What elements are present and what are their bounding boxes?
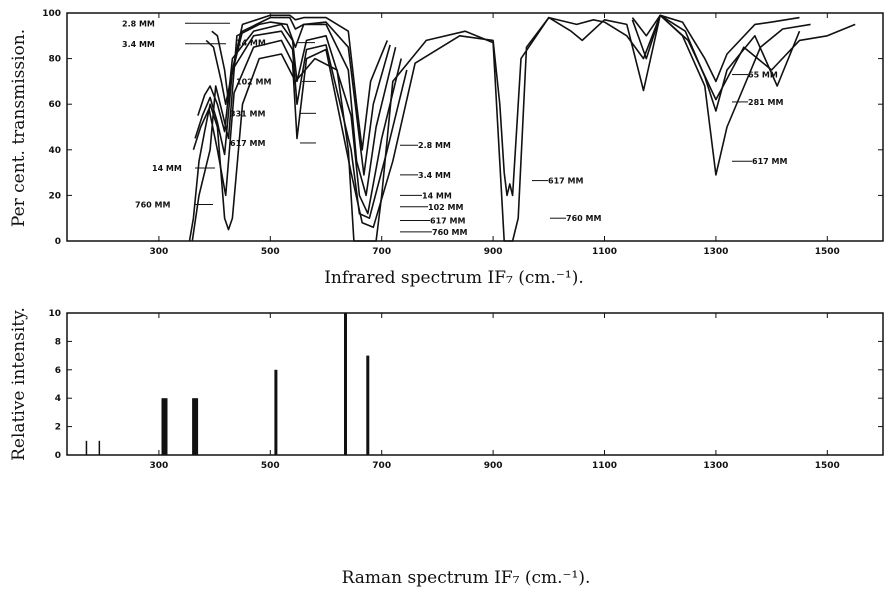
raman-x-tick-label: 900 (484, 461, 503, 471)
infrared-y-tick-label: 40 (48, 146, 61, 156)
infrared-annotation-label: 102 MM (428, 203, 463, 212)
infrared-y-tick-label: 60 (48, 100, 61, 110)
infrared-annotations: 2.8 MM 3.4 MM 14 MM 760 MM 14 MM 102 MM 331 MM… (122, 19, 787, 237)
infrared-curves (188, 14, 856, 242)
raman-bar (366, 355, 370, 455)
raman-x-tick-label: 300 (150, 461, 169, 471)
infrared-x-tick-label: 1100 (592, 247, 617, 257)
infrared-x-tick-label: 900 (484, 247, 503, 257)
infrared-annotation-label: 2.8 MM (418, 141, 451, 150)
infrared-annotation-label: 102 MM (236, 77, 271, 86)
infrared-annotation-label: 760 MM (432, 228, 467, 237)
raman-x-tick-label: 1500 (815, 461, 840, 471)
raman-bar (98, 440, 101, 455)
raman-plot-frame (66, 312, 884, 456)
infrared-x-axis-label: Infrared spectrum IF₇ (cm.⁻¹). (324, 268, 584, 288)
raman-bar (161, 398, 168, 455)
infrared-annotation-label: 2.8 MM (122, 19, 155, 28)
infrared-x-tick-label: 1300 (703, 247, 728, 257)
raman-y-tick-label: 2 (55, 423, 61, 433)
infrared-x-tick-label: 700 (372, 247, 391, 257)
raman-y-tick-label: 10 (48, 309, 61, 319)
infrared-plot-frame (66, 12, 884, 242)
infrared-curve-2-8-mm (211, 14, 389, 151)
infrared-curve-102-mm (197, 23, 402, 215)
raman-x-tick-label: 1100 (592, 461, 617, 471)
raman-x-tick-label: 1300 (703, 461, 728, 471)
raman-ticks: 300 500 700 900 1100 1300 1500 0 2 4 6 8 10 (48, 309, 883, 471)
infrared-y-tick-label: 20 (48, 191, 61, 201)
infrared-annotation-label: 760 MM (135, 201, 170, 210)
infrared-annotation-label: 281 MM (748, 98, 783, 107)
infrared-annotation-label: 14 MM (152, 164, 182, 173)
raman-x-tick-label: 700 (372, 461, 391, 471)
raman-y-tick-label: 0 (55, 451, 61, 461)
infrared-ticks: 300 500 700 900 1100 1300 1500 0 20 40 60 80 100 (42, 9, 883, 257)
infrared-curve-65-mm (631, 14, 800, 83)
raman-y-tick-label: 4 (55, 394, 61, 404)
infrared-annotation-label: 3.4 MM (418, 171, 451, 180)
raman-y-axis-label: Relative intensity. (9, 307, 29, 461)
infrared-curve-281-mm (631, 14, 801, 112)
infrared-x-tick-label: 500 (261, 247, 280, 257)
infrared-chart: 300 500 700 900 1100 1300 1500 0 20 40 60 80 100 2.8… (9, 9, 884, 288)
infrared-y-tick-label: 0 (55, 237, 61, 247)
raman-bar (344, 313, 347, 455)
infrared-annotation-label: 617 MM (230, 139, 265, 148)
infrared-annotation-label: 617 MM (752, 157, 787, 166)
raman-chart: 300 500 700 900 1100 1300 1500 0 2 4 6 8 10 Relative… (9, 307, 884, 588)
raman-x-tick-label: 500 (261, 461, 280, 471)
raman-bars (85, 313, 370, 455)
infrared-annotation-label: 14 MM (236, 39, 266, 48)
raman-bar (274, 369, 278, 455)
raman-x-axis-label: Raman spectrum IF₇ (cm.⁻¹). (342, 568, 591, 588)
infrared-annotation-label: 65 MM (748, 71, 778, 80)
infrared-annotation-label: 14 MM (422, 191, 452, 200)
raman-bar (85, 440, 88, 455)
infrared-annotation-label: 760 MM (566, 214, 601, 223)
infrared-curve-331-mm (194, 30, 408, 219)
raman-y-tick-label: 8 (55, 337, 61, 347)
infrared-annotation-label: 331 MM (230, 109, 265, 118)
infrared-curve-3-4-mm (205, 16, 391, 176)
infrared-annotation-label: 617 MM (548, 177, 583, 186)
infrared-y-tick-label: 100 (42, 9, 61, 19)
infrared-y-axis-label: Per cent. transmission. (9, 29, 29, 227)
infrared-x-tick-label: 1500 (815, 247, 840, 257)
infrared-annotation-label: 617 MM (430, 216, 465, 225)
infrared-annotation-label: 3.4 MM (122, 40, 155, 49)
infrared-x-tick-label: 300 (150, 247, 169, 257)
infrared-y-tick-label: 80 (48, 55, 61, 65)
raman-bar (192, 398, 199, 455)
raman-y-tick-label: 6 (55, 366, 61, 376)
infrared-curve-760-mm (188, 14, 856, 242)
